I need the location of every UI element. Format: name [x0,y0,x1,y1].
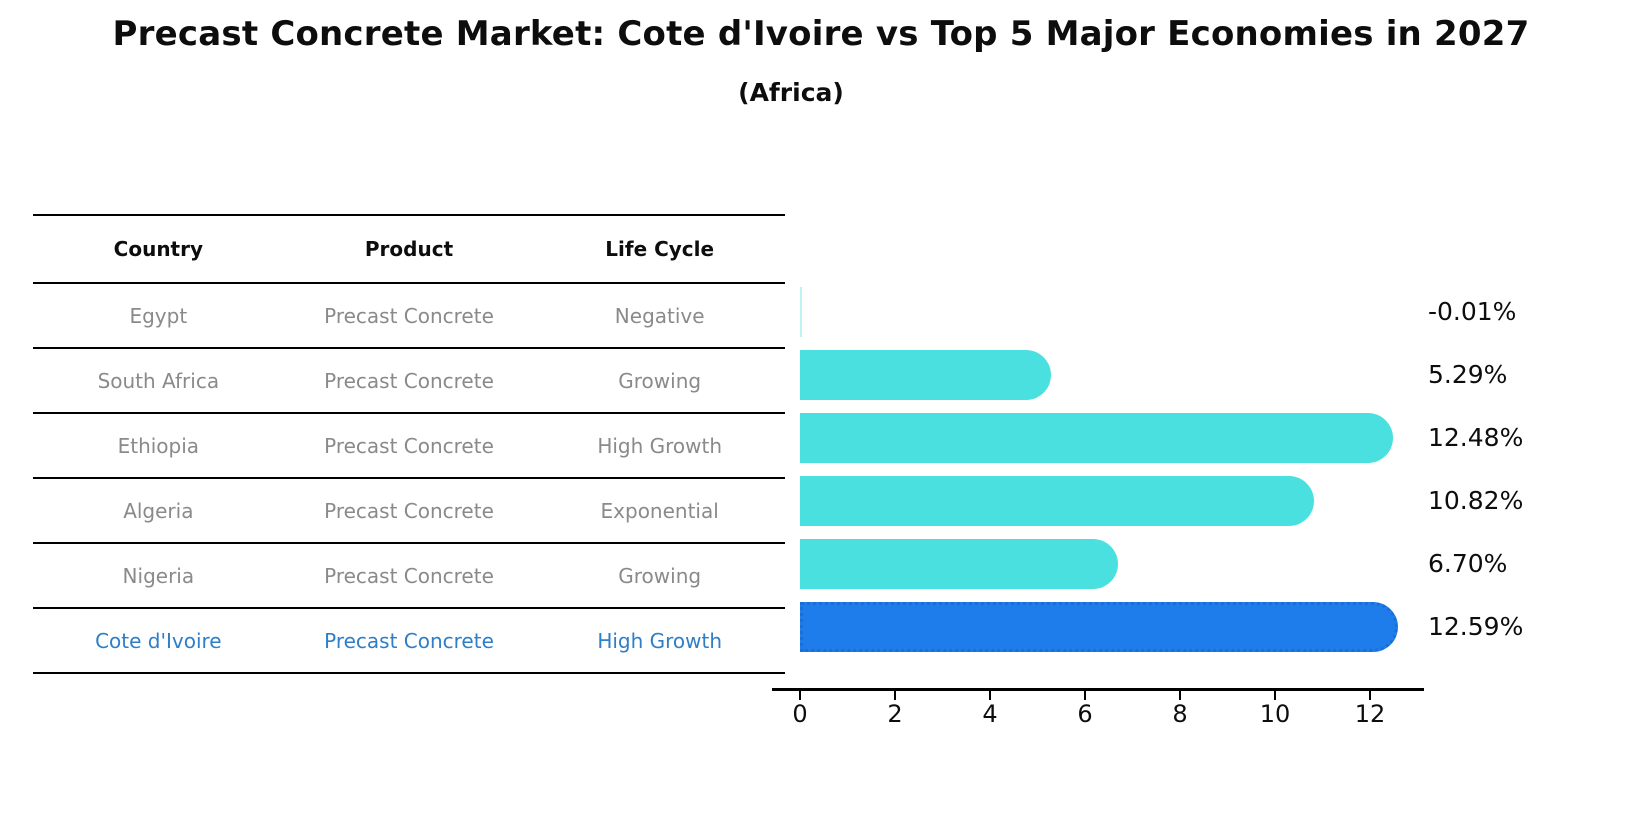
x-axis-tick-label: 2 [887,700,903,728]
table-cell-country: Egypt [129,303,188,328]
bar-ethiopia [800,413,1393,463]
table-row: Cote d'Ivoire Precast Concrete High Grow… [33,609,785,674]
x-axis-tick-label: 10 [1259,700,1291,728]
value-label-nigeria: 6.70% [1428,549,1508,578]
table-cell-product: Precast Concrete [324,628,494,653]
bar-nigeria [800,539,1119,589]
chart-title: Precast Concrete Market: Cote d'Ivoire v… [112,14,1530,54]
table-cell-life-cycle: High Growth [597,433,723,458]
table-header-life-cycle: Life Cycle [605,237,715,261]
table-cell-life-cycle: Growing [618,563,702,588]
x-axis-tick [1084,691,1086,700]
country-table: Country Product Life Cycle Egypt Precast… [33,214,785,674]
bar-egypt [800,287,802,337]
table-cell-product: Precast Concrete [324,498,494,523]
table-cell-product: Precast Concrete [324,368,494,393]
x-axis-tick-label: 8 [1172,700,1188,728]
table-row: Ethiopia Precast Concrete High Growth [33,414,785,479]
value-label-algeria: 10.82% [1428,486,1524,515]
table-cell-country: Algeria [123,498,194,523]
x-axis-tick [799,691,801,700]
x-axis-tick [1369,691,1371,700]
table-row: Nigeria Precast Concrete Growing [33,544,785,609]
table-cell-life-cycle: Exponential [600,498,719,523]
x-axis-tick [1179,691,1181,700]
table-cell-life-cycle: Negative [614,303,705,328]
x-axis-tick-label: 4 [982,700,998,728]
table-cell-product: Precast Concrete [324,563,494,588]
x-axis-tick [894,691,896,700]
table-body: Egypt Precast Concrete Negative South Af… [33,284,785,674]
table-row: Algeria Precast Concrete Exponential [33,479,785,544]
table-cell-life-cycle: Growing [618,368,702,393]
table-header-product: Product [364,237,454,261]
table-cell-country: Ethiopia [117,433,200,458]
x-axis-tick-label: 0 [792,700,808,728]
table-cell-product: Precast Concrete [324,433,494,458]
table-cell-country: South Africa [97,368,220,393]
value-label-egypt: -0.01% [1428,297,1517,326]
x-axis-tick-label: 6 [1077,700,1093,728]
x-axis-tick [1274,691,1276,700]
value-label-ethiopia: 12.48% [1428,423,1524,452]
table-cell-country: Nigeria [122,563,195,588]
table-cell-country: Cote d'Ivoire [95,628,222,653]
table-header-country: Country [113,237,204,261]
bar-algeria [800,476,1314,526]
table-cell-life-cycle: High Growth [597,628,723,653]
value-label-south-africa: 5.29% [1428,360,1508,389]
x-axis-spine [772,688,1424,691]
x-axis-tick [989,691,991,700]
table-row: Egypt Precast Concrete Negative [33,284,785,349]
bar-cote-d-ivoire [800,602,1399,652]
table-header-row: Country Product Life Cycle [33,216,785,284]
x-axis-tick-label: 12 [1354,700,1386,728]
value-label-cote-d-ivoire: 12.59% [1428,612,1524,641]
bar-south-africa [800,350,1052,400]
table-cell-product: Precast Concrete [324,303,494,328]
chart-subtitle: (Africa) [738,78,844,107]
table-row: South Africa Precast Concrete Growing [33,349,785,414]
